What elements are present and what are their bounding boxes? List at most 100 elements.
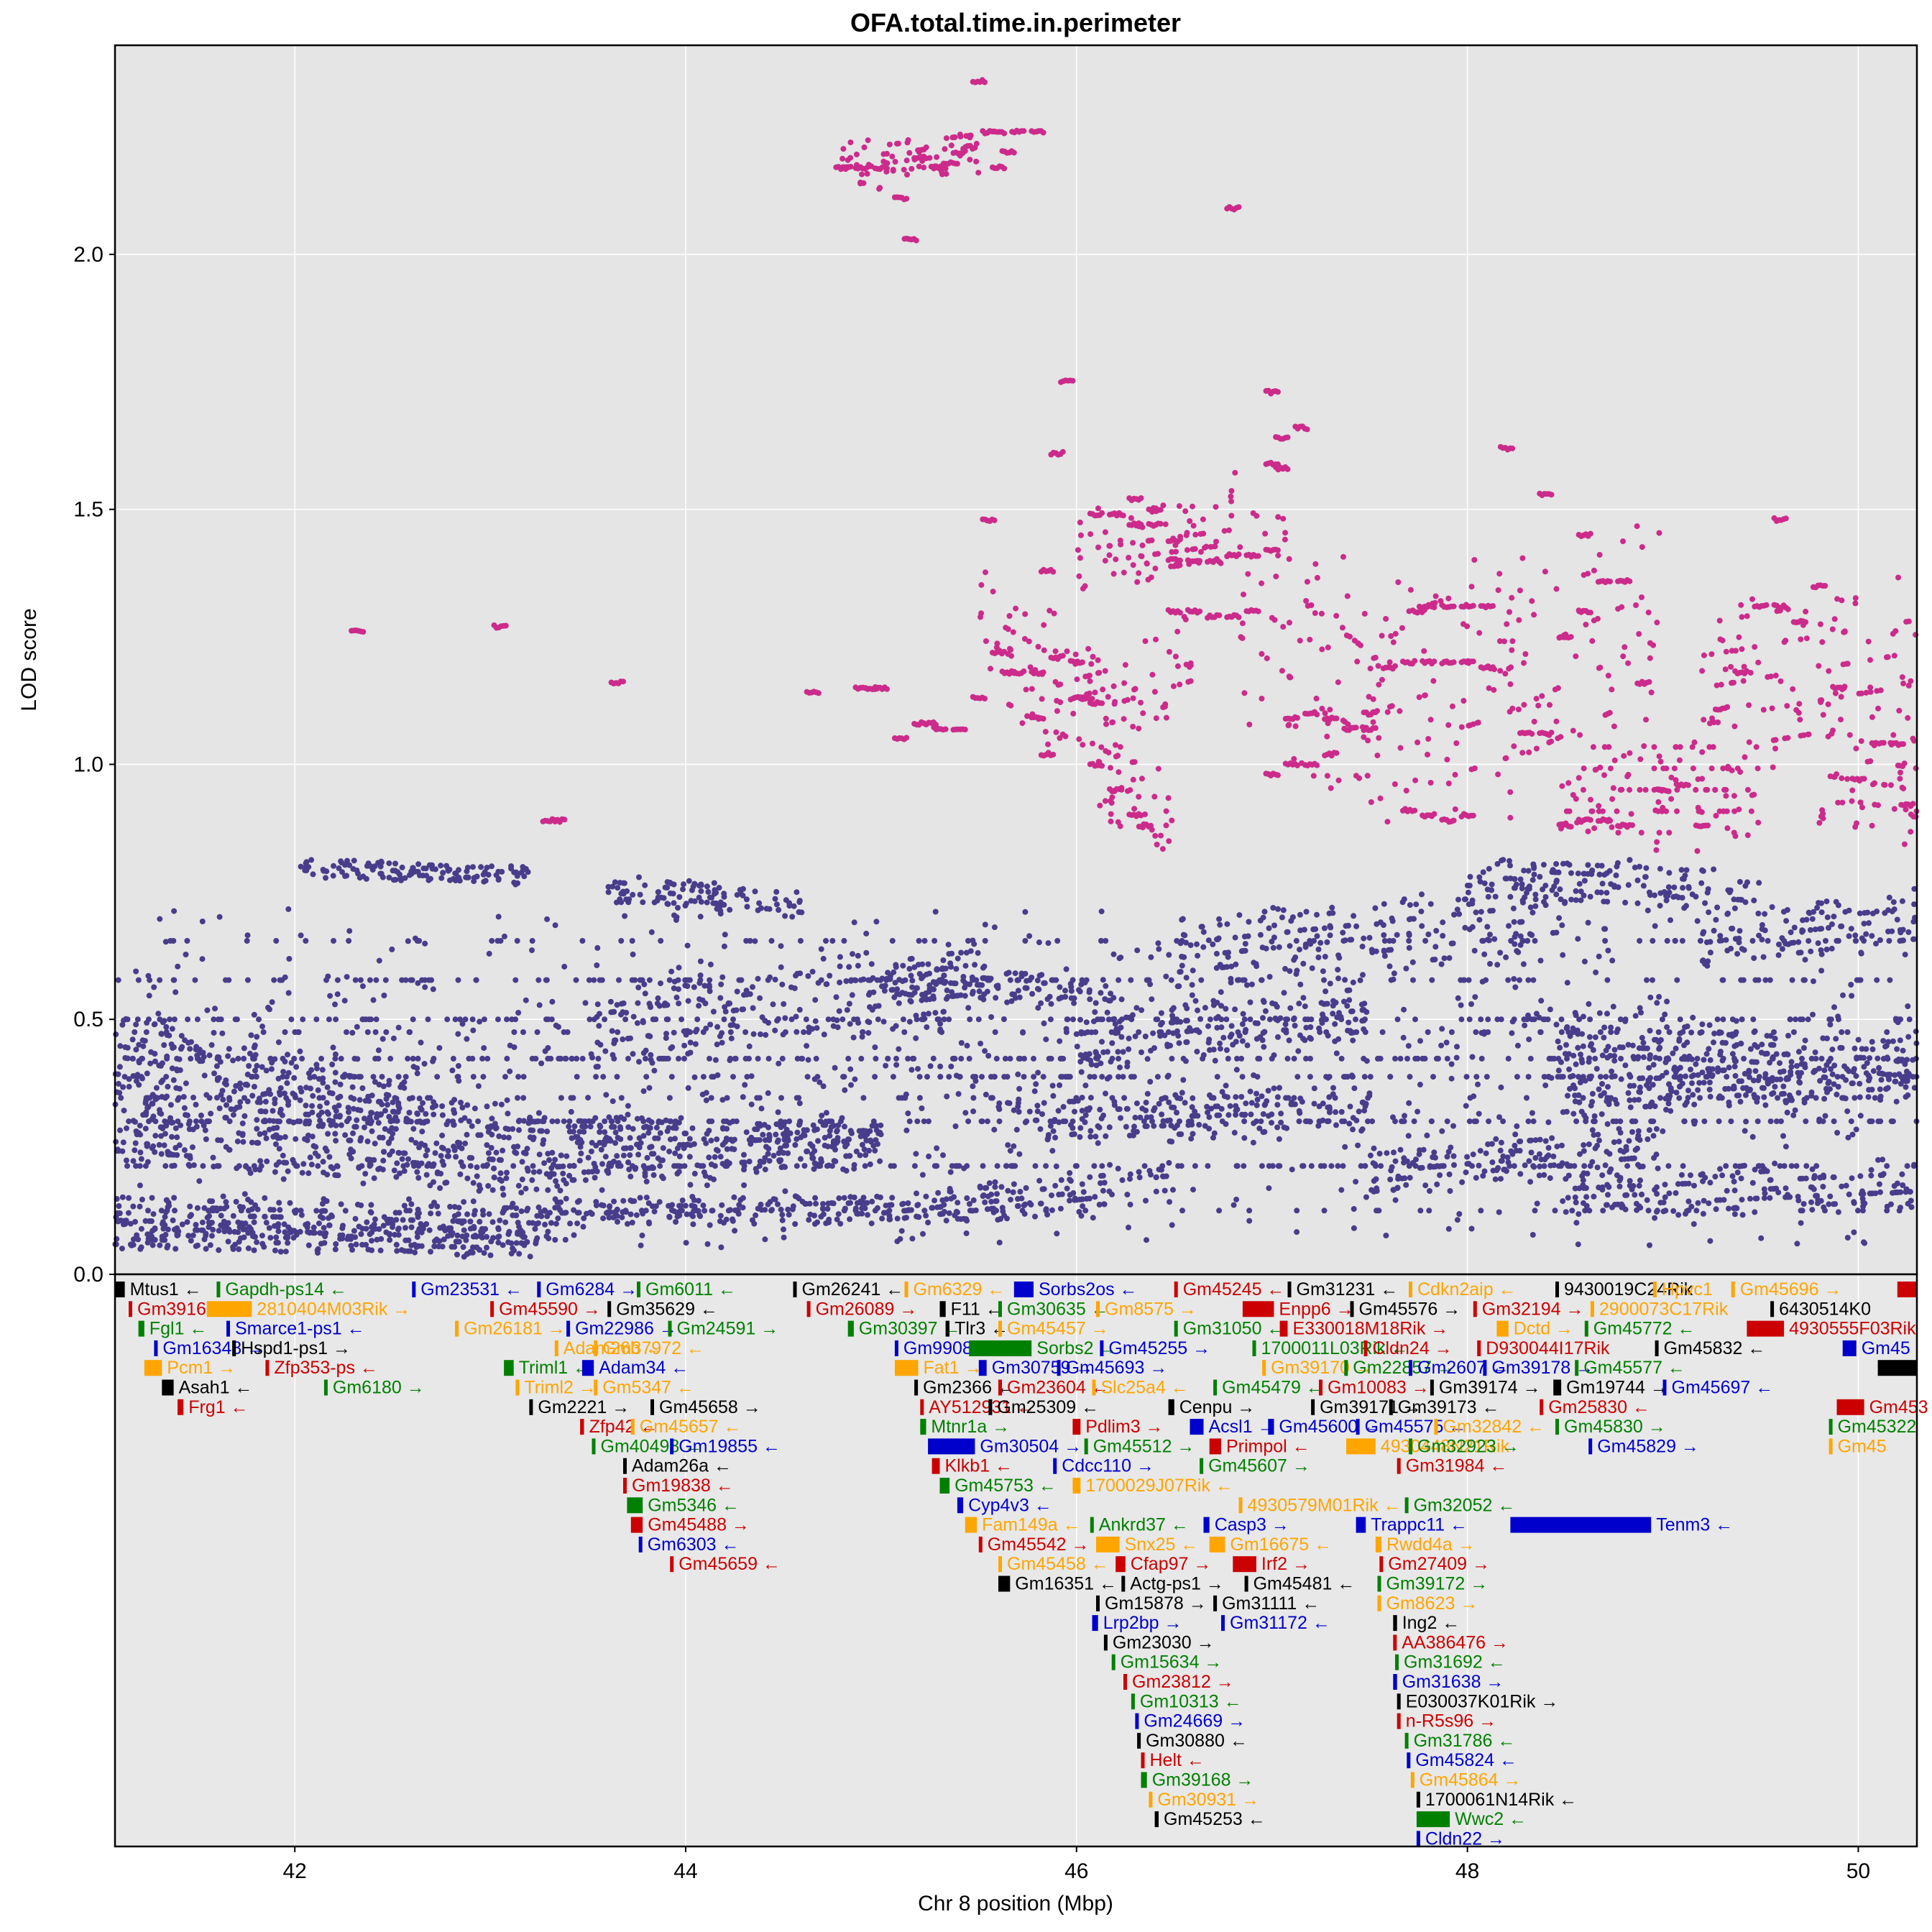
snp-point <box>1407 1074 1413 1080</box>
snp-point <box>1897 1037 1903 1044</box>
snp-point <box>371 1175 377 1182</box>
snp-point <box>896 1000 902 1006</box>
snp-point <box>612 1140 619 1146</box>
snp-point <box>1412 1163 1419 1169</box>
snp-point <box>223 1115 229 1121</box>
snp-point <box>402 1074 409 1080</box>
snp-point <box>941 972 947 979</box>
snp-point <box>391 1167 397 1174</box>
snp-point <box>1818 900 1824 906</box>
snp-point <box>390 1224 395 1230</box>
snp-point <box>772 976 778 983</box>
snp-point <box>1441 955 1448 962</box>
snp-point <box>581 1128 587 1135</box>
snp-point <box>1254 1090 1259 1097</box>
snp-point <box>414 1110 420 1117</box>
snp-point <box>1067 1197 1072 1204</box>
snp-point <box>188 1212 194 1218</box>
snp-point <box>1701 1197 1707 1204</box>
snp-point <box>1473 909 1479 916</box>
snp-point <box>1860 1203 1867 1210</box>
snp-point <box>1016 1108 1022 1115</box>
snp-point <box>498 1101 505 1108</box>
snp-point <box>390 1108 396 1115</box>
snp-point <box>1818 947 1824 953</box>
snp-point <box>440 870 446 876</box>
snp-point <box>865 1212 870 1218</box>
snp-point <box>811 1127 818 1133</box>
snp-point <box>192 1227 198 1233</box>
snp-point <box>228 1106 234 1113</box>
snp-point <box>676 894 683 900</box>
snp-point <box>242 1082 249 1088</box>
snp-point <box>1023 1184 1029 1191</box>
snp-point <box>392 1114 399 1121</box>
snp-point <box>372 1216 378 1223</box>
snp-point <box>717 1154 724 1160</box>
snp-point <box>378 1111 385 1118</box>
snp-point <box>1808 1092 1815 1099</box>
snp-point <box>1079 1108 1085 1114</box>
snp-point <box>1542 894 1549 900</box>
snp-point <box>691 1074 698 1080</box>
snp-point <box>1639 1191 1644 1197</box>
snp-point <box>518 1208 525 1215</box>
snp-point <box>847 1194 854 1200</box>
snp-point <box>262 1130 268 1136</box>
snp-point <box>1043 1163 1049 1169</box>
snp-point <box>455 1140 461 1146</box>
snp-point <box>1133 1005 1140 1011</box>
snp-point <box>1205 1109 1210 1116</box>
snp-point <box>1713 916 1719 923</box>
snp-point <box>947 1169 954 1175</box>
snp-point <box>732 1228 738 1234</box>
snp-point <box>725 1208 732 1214</box>
snp-point <box>954 955 961 962</box>
snp-point <box>445 866 451 873</box>
snp-point <box>519 1159 525 1165</box>
snp-point <box>823 1110 829 1116</box>
snp-point <box>1467 873 1473 880</box>
snp-point <box>712 1057 719 1063</box>
snp-point <box>1079 1181 1085 1187</box>
snp-point <box>408 1224 415 1230</box>
snp-point <box>1557 886 1563 893</box>
snp-point <box>1866 1087 1872 1093</box>
snp-point <box>750 1005 756 1011</box>
snp-point <box>1278 1119 1284 1126</box>
snp-points <box>112 77 1920 1260</box>
snp-point <box>430 1163 436 1169</box>
snp-point <box>1176 1131 1182 1138</box>
snp-point <box>1102 996 1108 1002</box>
snp-point <box>1103 1090 1108 1097</box>
snp-point <box>390 1099 396 1105</box>
snp-point <box>1737 1098 1744 1105</box>
snp-point <box>1048 1000 1054 1007</box>
snp-point <box>481 1045 487 1052</box>
snp-point <box>1904 1057 1910 1063</box>
snp-point <box>183 1112 188 1118</box>
snp-point <box>776 907 782 913</box>
snp-point <box>1365 1118 1371 1125</box>
snp-point <box>1473 1029 1479 1035</box>
snp-point <box>1034 978 1041 984</box>
snp-point <box>367 863 374 869</box>
snp-point <box>1594 862 1601 869</box>
snp-point <box>163 1074 170 1080</box>
snp-point <box>1831 1004 1837 1011</box>
snp-point <box>602 1129 608 1136</box>
snp-point <box>1739 1212 1746 1218</box>
snp-point <box>467 1218 474 1225</box>
snp-point <box>837 979 843 985</box>
snp-point <box>276 1089 282 1095</box>
snp-point <box>1361 935 1367 942</box>
snp-point <box>376 1226 382 1232</box>
snp-point <box>358 1202 364 1208</box>
snp-point <box>502 1074 508 1080</box>
snp-point <box>477 1018 483 1025</box>
snp-point <box>651 1067 658 1074</box>
snp-point <box>614 1074 620 1080</box>
snp-point <box>216 1247 222 1254</box>
snp-point <box>1517 1138 1522 1145</box>
snp-point <box>1540 862 1547 868</box>
